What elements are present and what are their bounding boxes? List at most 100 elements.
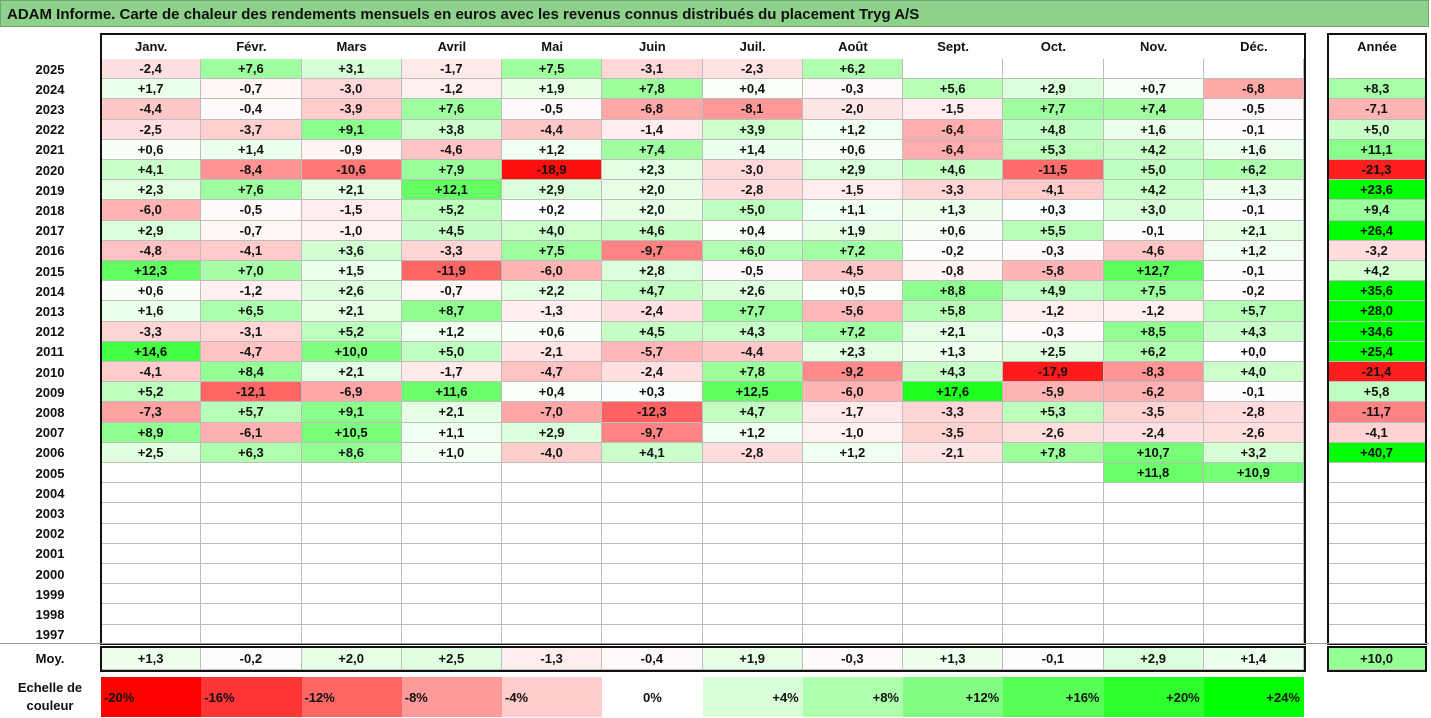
heatmap-cell: -0,3 (1003, 240, 1104, 261)
heatmap-cell: +1,3 (1203, 180, 1304, 201)
heatmap-cell: -1,7 (401, 59, 502, 80)
heatmap-cell: +1,9 (502, 79, 603, 100)
annual-cell: +4,2 (1328, 261, 1426, 282)
heatmap-cell (301, 543, 402, 564)
average-cell: +1,4 (1203, 647, 1304, 670)
color-scale-stop: -8% (401, 677, 502, 717)
heatmap-cell: +4,7 (702, 402, 803, 423)
heatmap-cell (502, 584, 603, 605)
annual-cell (1328, 584, 1426, 605)
annual-cell: +11,1 (1328, 139, 1426, 160)
average-label: Moy. (35, 651, 65, 666)
heatmap-cell (401, 523, 502, 544)
heatmap-cell (101, 543, 202, 564)
heatmap-cell: +3,1 (301, 59, 402, 80)
heatmap-cell: -1,2 (1003, 301, 1104, 322)
heatmap-cell: +1,0 (401, 442, 502, 463)
heatmap-cell: -17,9 (1003, 362, 1104, 383)
heatmap-cell: -7,0 (502, 402, 603, 423)
heatmap-cell: +6,5 (201, 301, 302, 322)
heatmap-cell: +2,1 (301, 180, 402, 201)
heatmap-cell: +1,7 (101, 79, 202, 100)
heatmap-cell: +9,1 (301, 402, 402, 423)
heatmap-cell: -6,4 (903, 119, 1004, 140)
heatmap-cell: +1,1 (802, 200, 903, 221)
heatmap-cell: +6,3 (201, 442, 302, 463)
heatmap-cell: -1,2 (201, 281, 302, 302)
annual-cell: +5,0 (1328, 119, 1426, 140)
heatmap-cell: -0,3 (1003, 321, 1104, 342)
heatmap-cell: +0,6 (502, 321, 603, 342)
heatmap-cell (602, 604, 703, 625)
heatmap-cell: -0,1 (1203, 200, 1304, 221)
heatmap-cell: -9,7 (602, 422, 703, 443)
year-label: 2012 (35, 324, 65, 340)
heatmap-cell (502, 503, 603, 524)
heatmap-cell: -2,8 (702, 442, 803, 463)
heatmap-cell: +10,0 (301, 341, 402, 362)
heatmap-cell (101, 503, 202, 524)
heatmap-cell: -7,3 (101, 402, 202, 423)
month-header: Déc. (1240, 38, 1268, 54)
heatmap-cell: -5,6 (802, 301, 903, 322)
heatmap-cell: -0,1 (1103, 220, 1204, 241)
heatmap-cell: -3,3 (101, 321, 202, 342)
heatmap-cell: +6,0 (702, 240, 803, 261)
heatmap-cell (1103, 503, 1204, 524)
heatmap-cell: -4,8 (101, 240, 202, 261)
heatmap-cell: +5,8 (903, 301, 1004, 322)
heatmap-cell: +6,2 (802, 59, 903, 80)
heatmap-cell: +4,8 (1003, 119, 1104, 140)
heatmap-cell: +1,2 (702, 422, 803, 443)
heatmap-cell (602, 523, 703, 544)
annual-header: Année (1357, 38, 1397, 54)
heatmap-cell: -10,6 (301, 160, 402, 181)
annual-cell (1328, 59, 1426, 80)
heatmap-cell: +5,6 (903, 79, 1004, 100)
annual-cell: +34,6 (1328, 321, 1426, 342)
annual-cell (1328, 523, 1426, 544)
heatmap-cell: +3,8 (401, 119, 502, 140)
heatmap-cell: +8,8 (903, 281, 1004, 302)
heatmap-cell: +2,1 (903, 321, 1004, 342)
heatmap-cell (101, 463, 202, 484)
heatmap-cell: -0,1 (1203, 119, 1304, 140)
heatmap-cell (802, 624, 903, 645)
annual-cell: +28,0 (1328, 301, 1426, 322)
heatmap-cell: -0,2 (903, 240, 1004, 261)
heatmap-cell (1203, 604, 1304, 625)
annual-cell (1328, 483, 1426, 504)
heatmap-cell (702, 503, 803, 524)
heatmap-cell: -6,0 (502, 261, 603, 282)
heatmap-cell: -4,4 (702, 341, 803, 362)
heatmap-cell: +9,1 (301, 119, 402, 140)
heatmap-cell: +5,2 (401, 200, 502, 221)
heatmap-cell: -2,4 (1103, 422, 1204, 443)
heatmap-cell: -11,9 (401, 261, 502, 282)
heatmap-cell (401, 604, 502, 625)
heatmap-cell (201, 463, 302, 484)
heatmap-cell: +1,6 (1103, 119, 1204, 140)
heatmap-cell: +7,8 (1003, 442, 1104, 463)
heatmap-cell: +10,5 (301, 422, 402, 443)
heatmap-cell: -1,7 (802, 402, 903, 423)
heatmap-cell: -1,7 (401, 362, 502, 383)
heatmap-cell (702, 523, 803, 544)
heatmap-cell: -4,5 (802, 261, 903, 282)
heatmap-cell (502, 543, 603, 564)
annual-cell: -7,1 (1328, 99, 1426, 120)
heatmap-cell: +12,7 (1103, 261, 1204, 282)
heatmap-cell: +2,8 (602, 261, 703, 282)
heatmap-cell: +6,2 (1203, 160, 1304, 181)
heatmap-cell (1003, 624, 1104, 645)
heatmap-cell: +4,3 (903, 362, 1004, 383)
heatmap-cell: +2,9 (802, 160, 903, 181)
heatmap-cell: +8,6 (301, 442, 402, 463)
heatmap-cell: +11,6 (401, 382, 502, 403)
heatmap-cell: +1,2 (502, 139, 603, 160)
color-scale-stop: +20% (1103, 677, 1204, 717)
heatmap-cell: +5,0 (401, 341, 502, 362)
heatmap-cell (101, 523, 202, 544)
heatmap-cell: -5,9 (1003, 382, 1104, 403)
month-header: Janv. (134, 38, 168, 54)
